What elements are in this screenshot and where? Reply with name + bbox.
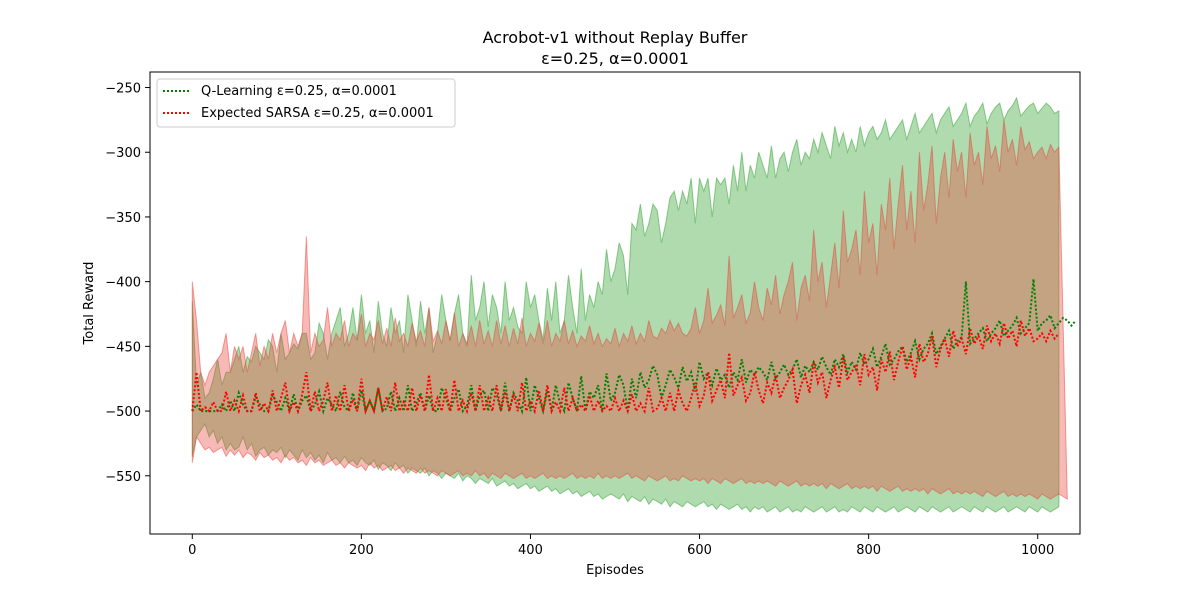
x-tick-label: 1000	[1021, 543, 1054, 558]
y-axis-label: Total Reward	[82, 262, 97, 346]
y-tick-label: −250	[105, 82, 141, 97]
y-tick-label: −400	[105, 276, 141, 291]
x-tick-label: 0	[188, 543, 196, 558]
x-axis-label: Episodes	[586, 563, 644, 578]
x-axis: 0 200 400 600 800 1000	[188, 534, 1054, 558]
y-axis: −550 −500 −450 −400 −350 −300 −250	[105, 82, 150, 485]
y-tick-label: −300	[105, 146, 141, 161]
y-tick-label: −550	[105, 470, 141, 485]
legend-label-expected-sarsa: Expected SARSA ε=0.25, α=0.0001	[201, 106, 434, 121]
x-tick-label: 800	[856, 543, 881, 558]
plot-background	[150, 72, 1080, 534]
mean-lines	[191, 279, 1077, 416]
plot-frame	[149, 71, 1081, 535]
plot-area	[149, 71, 1081, 535]
chart-subtitle: ε=0.25, α=0.0001	[541, 49, 689, 68]
y-tick-label: −500	[105, 405, 141, 420]
legend-box	[156, 78, 456, 128]
y-tick-label: −450	[105, 340, 141, 355]
legend: Q-Learning ε=0.25, α=0.0001 Expected SAR…	[156, 78, 456, 128]
x-tick-label: 400	[518, 543, 543, 558]
x-tick-label: 200	[349, 543, 374, 558]
x-tick-label: 600	[687, 543, 712, 558]
chart-title: Acrobot-v1 without Replay Buffer	[483, 28, 748, 47]
line-expected-sarsa	[191, 320, 1060, 416]
y-tick-label: −350	[105, 211, 141, 226]
legend-label-q-learning: Q-Learning ε=0.25, α=0.0001	[201, 84, 397, 99]
